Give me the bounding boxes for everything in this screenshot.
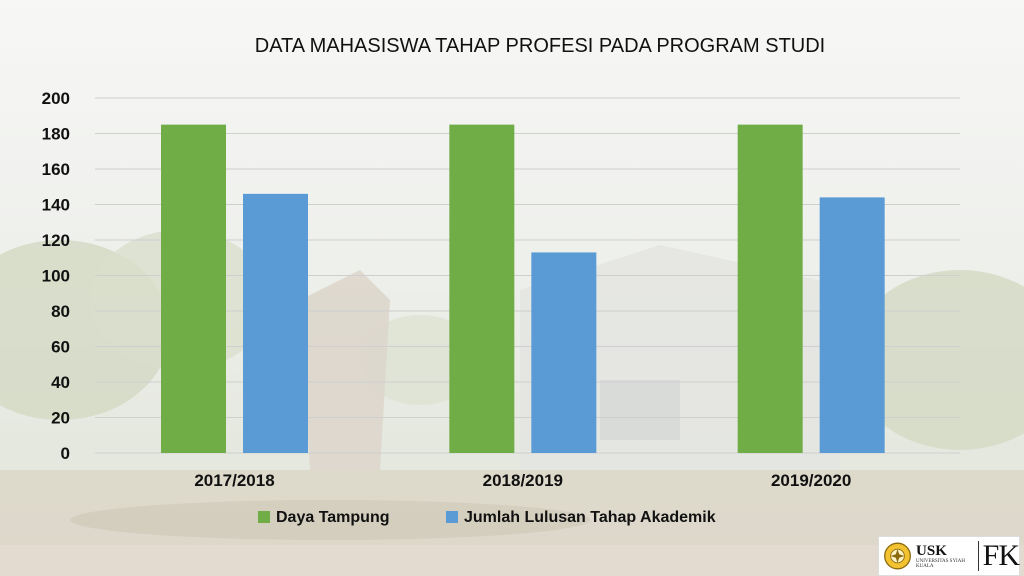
y-tick-label: 160 bbox=[42, 160, 70, 179]
seal-icon bbox=[884, 542, 911, 570]
bar-jumlah-lulusan-0 bbox=[243, 193, 308, 453]
y-tick-label: 200 bbox=[42, 89, 70, 108]
y-axis-ticks: 0 20 40 60 80 100 120 140 160 180 200 bbox=[42, 89, 70, 463]
gridlines bbox=[95, 97, 960, 454]
y-tick-label: 40 bbox=[51, 373, 70, 392]
y-tick-label: 100 bbox=[42, 267, 70, 286]
logo-university-text: UNIVERSITAS SYIAH KUALA bbox=[916, 558, 965, 569]
y-tick-label: 0 bbox=[61, 444, 70, 463]
bar-daya-tampung-1 bbox=[449, 124, 515, 453]
y-tick-label: 80 bbox=[51, 302, 70, 321]
legend: Daya Tampung Jumlah Lulusan Tahap Akademi… bbox=[258, 509, 716, 526]
bar-jumlah-lulusan-2 bbox=[819, 197, 885, 453]
legend-label: Daya Tampung bbox=[276, 509, 390, 526]
y-tick-label: 120 bbox=[42, 231, 70, 250]
legend-swatch bbox=[446, 511, 458, 523]
x-category-label: 2019/2020 bbox=[771, 471, 851, 490]
y-tick-label: 60 bbox=[51, 338, 70, 357]
y-tick-label: 180 bbox=[42, 125, 70, 144]
logo-divider bbox=[977, 541, 979, 571]
bar-daya-tampung-2 bbox=[737, 124, 803, 453]
chart-title: DATA MAHASISWA TAHAP PROFESI PADA PROGRA… bbox=[255, 35, 825, 57]
x-category-label: 2017/2018 bbox=[194, 471, 274, 490]
y-tick-label: 140 bbox=[42, 196, 70, 215]
logo-faculty-text: FK bbox=[982, 539, 1020, 572]
x-category-label: 2018/2019 bbox=[483, 471, 563, 490]
institution-logo: USK UNIVERSITAS SYIAH KUALA FK bbox=[878, 536, 1020, 576]
bars bbox=[161, 124, 885, 453]
x-axis-categories: 2017/2018 2018/2019 2019/2020 bbox=[194, 471, 851, 490]
bar-jumlah-lulusan-1 bbox=[531, 252, 597, 453]
bar-daya-tampung-0 bbox=[161, 124, 226, 453]
logo-usk-text: USK bbox=[916, 542, 947, 559]
legend-swatch bbox=[258, 511, 270, 523]
y-tick-label: 20 bbox=[51, 409, 70, 428]
legend-label: Jumlah Lulusan Tahap Akademik bbox=[464, 509, 716, 526]
